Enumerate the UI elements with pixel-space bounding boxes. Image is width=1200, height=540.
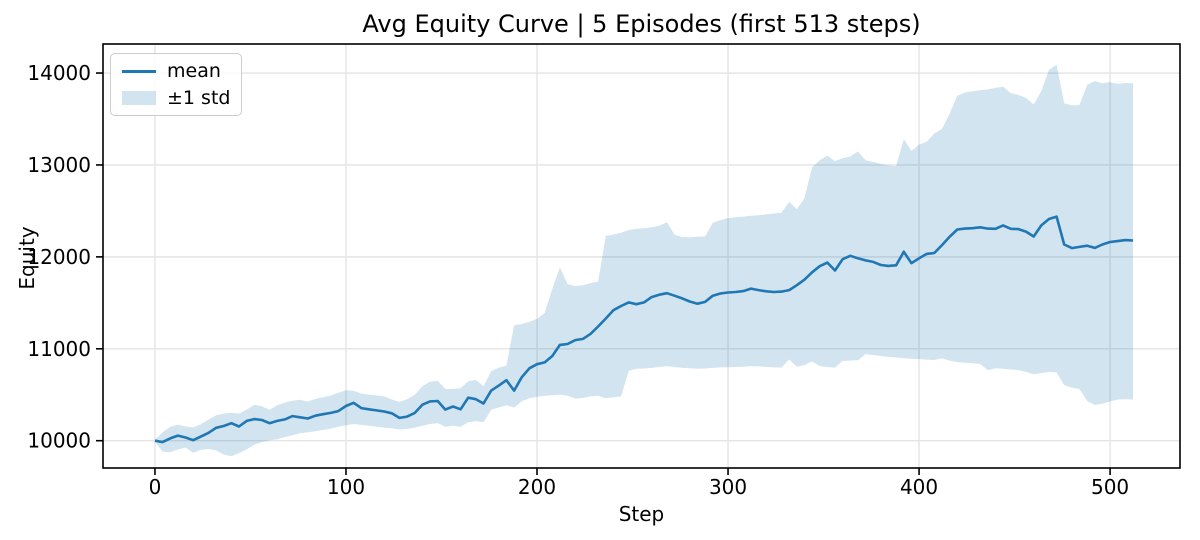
std-band <box>155 64 1133 457</box>
chart-title: Avg Equity Curve | 5 Episodes (first 513… <box>362 10 921 38</box>
std-band-swatch-icon <box>122 91 156 105</box>
plot-frame <box>102 43 1181 469</box>
legend-entry-mean: mean <box>122 61 230 81</box>
x-tick-label: 500 <box>1091 475 1129 499</box>
x-axis-label: Step <box>618 502 665 526</box>
mean-line <box>154 215 1134 444</box>
y-tick-label: 14000 <box>27 61 91 85</box>
y-axis-label: Equity <box>15 226 39 290</box>
x-tick-label: 400 <box>900 475 938 499</box>
legend-box: mean ±1 std <box>110 53 243 116</box>
legend-label-std: ±1 std <box>167 87 231 109</box>
y-tick-label: 13000 <box>27 153 91 177</box>
mean-line-swatch-icon <box>122 69 156 73</box>
x-tick-label: 100 <box>327 475 365 499</box>
y-tick-label: 10000 <box>27 429 91 453</box>
y-tick-label: 11000 <box>27 337 91 361</box>
legend-entry-std: ±1 std <box>122 88 230 108</box>
x-tick-label: 0 <box>149 475 162 499</box>
y-tick-label: 12000 <box>27 245 91 269</box>
x-tick-label: 300 <box>709 475 747 499</box>
x-tick-label: 200 <box>518 475 556 499</box>
legend-label-mean: mean <box>167 60 221 82</box>
